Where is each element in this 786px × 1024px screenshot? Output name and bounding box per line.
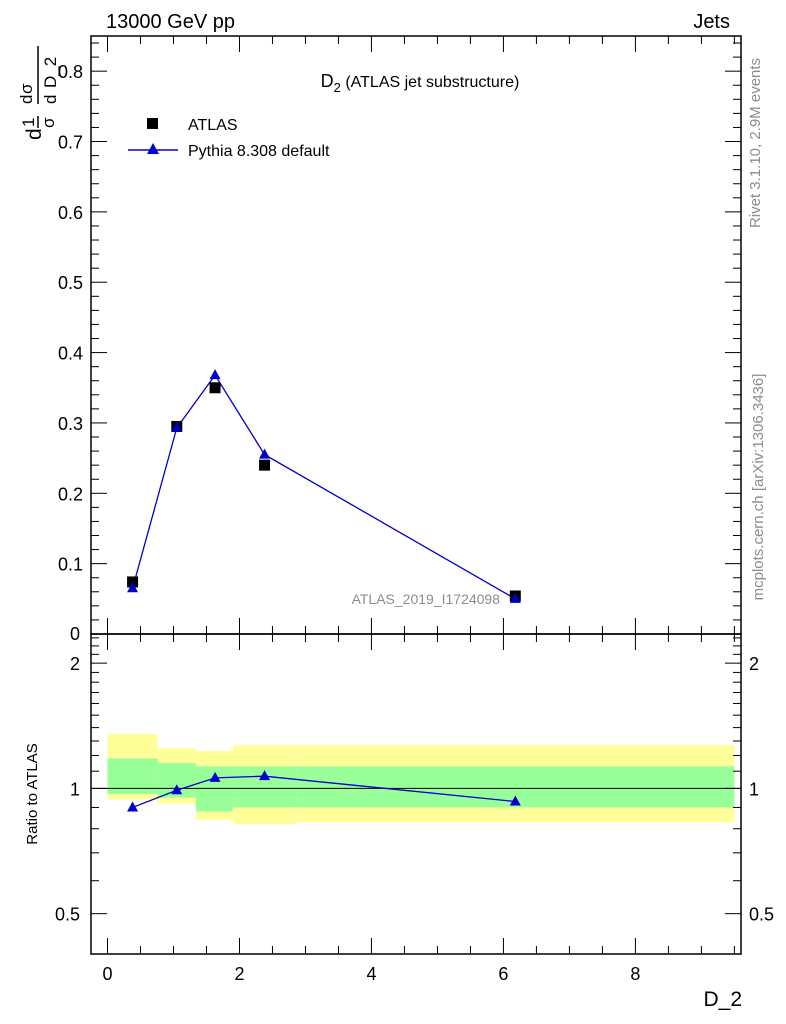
ratio-y-tick-label-right: 1 bbox=[749, 779, 759, 799]
ylabel-d2: d bbox=[17, 95, 36, 104]
atlas-point bbox=[259, 459, 271, 471]
ylabel-var: D_2 bbox=[41, 57, 60, 88]
main-y-tick-labels: 0.1 0.2 0.3 0.4 0.5 0.6 0.7 0.8 bbox=[58, 62, 83, 574]
pythia-point bbox=[509, 592, 521, 603]
title-sub: 2 bbox=[334, 80, 341, 95]
ratio-y-tick-label-left: 1 bbox=[70, 779, 80, 799]
main-y-zero-label: 0 bbox=[70, 624, 80, 644]
pythia-point bbox=[127, 582, 139, 593]
legend-atlas-marker bbox=[147, 118, 158, 129]
ratio-y-tick-label-left: 2 bbox=[70, 654, 80, 674]
main-ticks bbox=[91, 36, 741, 634]
legend: ATLAS Pythia 8.308 default bbox=[128, 117, 330, 160]
header-left: 13000 GeV pp bbox=[106, 11, 235, 33]
title-main: D bbox=[321, 71, 334, 91]
main-y-tick-label: 0.3 bbox=[58, 414, 83, 434]
ratio-x-tick-labels: 0 2 4 6 8 bbox=[102, 964, 640, 984]
main-y-tick-label: 0.8 bbox=[58, 62, 83, 82]
rivet-label: Rivet 3.1.10, 2.9M events bbox=[747, 58, 764, 228]
pythia-point bbox=[259, 448, 271, 459]
main-y-tick-label: 0.4 bbox=[58, 344, 83, 364]
x-axis-label: D_2 bbox=[703, 988, 742, 1011]
ratio-y-tick-label-right: 0.5 bbox=[749, 905, 774, 925]
ratio-series bbox=[127, 770, 521, 812]
ratio-pythia-point bbox=[259, 770, 271, 781]
ylabel-sigma-den: σ bbox=[39, 117, 58, 128]
ratio-y-tick-label-right: 2 bbox=[749, 654, 759, 674]
ratio-pythia-point bbox=[171, 784, 183, 795]
ylabel-d1: d bbox=[23, 128, 46, 140]
atlas-point bbox=[209, 382, 221, 394]
atlas-point bbox=[127, 576, 139, 588]
main-y-axis-label: d 1 σ d σ d D_2 bbox=[17, 46, 60, 140]
pythia-point bbox=[171, 421, 183, 432]
legend-pythia-marker bbox=[147, 143, 159, 154]
ylabel-sigma-num: σ bbox=[17, 83, 36, 94]
ratio-frame bbox=[90, 633, 742, 955]
x-tick-label: 0 bbox=[102, 964, 112, 984]
ratio-pythia-point bbox=[209, 771, 221, 782]
ratio-panel: 0.5 0.5 1 1 2 2 0 2 4 6 8 Ratio to ATLAS D_2 bbox=[24, 633, 774, 1011]
ratio-pythia-point bbox=[127, 801, 139, 812]
ylabel-d3: d bbox=[41, 95, 60, 104]
pythia-point bbox=[209, 369, 221, 380]
legend-atlas-label: ATLAS bbox=[188, 117, 238, 134]
mcplots-label: mcplots.cern.ch [arXiv:1306.3436] bbox=[750, 374, 767, 601]
header-right: Jets bbox=[693, 11, 730, 33]
main-y-tick-label: 0.1 bbox=[58, 555, 83, 575]
ratio-y-tick-label-left: 0.5 bbox=[55, 905, 80, 925]
x-tick-label: 8 bbox=[630, 964, 640, 984]
x-tick-label: 4 bbox=[366, 964, 376, 984]
x-tick-label: 6 bbox=[498, 964, 508, 984]
title-rest: (ATLAS jet substructure) bbox=[341, 74, 519, 91]
legend-pythia-label: Pythia 8.308 default bbox=[188, 143, 330, 160]
main-title: D2 (ATLAS jet substructure) bbox=[321, 71, 520, 95]
ratio-y-tick-labels: 0.5 0.5 1 1 2 2 bbox=[55, 654, 774, 925]
ratio-ticks bbox=[91, 634, 741, 954]
ratio-y-axis-label: Ratio to ATLAS bbox=[24, 743, 41, 844]
main-y-tick-label: 0.7 bbox=[58, 133, 83, 153]
main-y-tick-label: 0.6 bbox=[58, 203, 83, 223]
x-tick-label: 2 bbox=[234, 964, 244, 984]
main-series bbox=[127, 369, 521, 603]
ylabel-one: 1 bbox=[19, 118, 38, 127]
main-y-tick-label: 0.2 bbox=[58, 484, 83, 504]
ratio-pythia-point bbox=[509, 795, 521, 806]
analysis-watermark: ATLAS_2019_I1724098 bbox=[352, 591, 501, 607]
main-y-tick-label: 0.5 bbox=[58, 273, 83, 293]
